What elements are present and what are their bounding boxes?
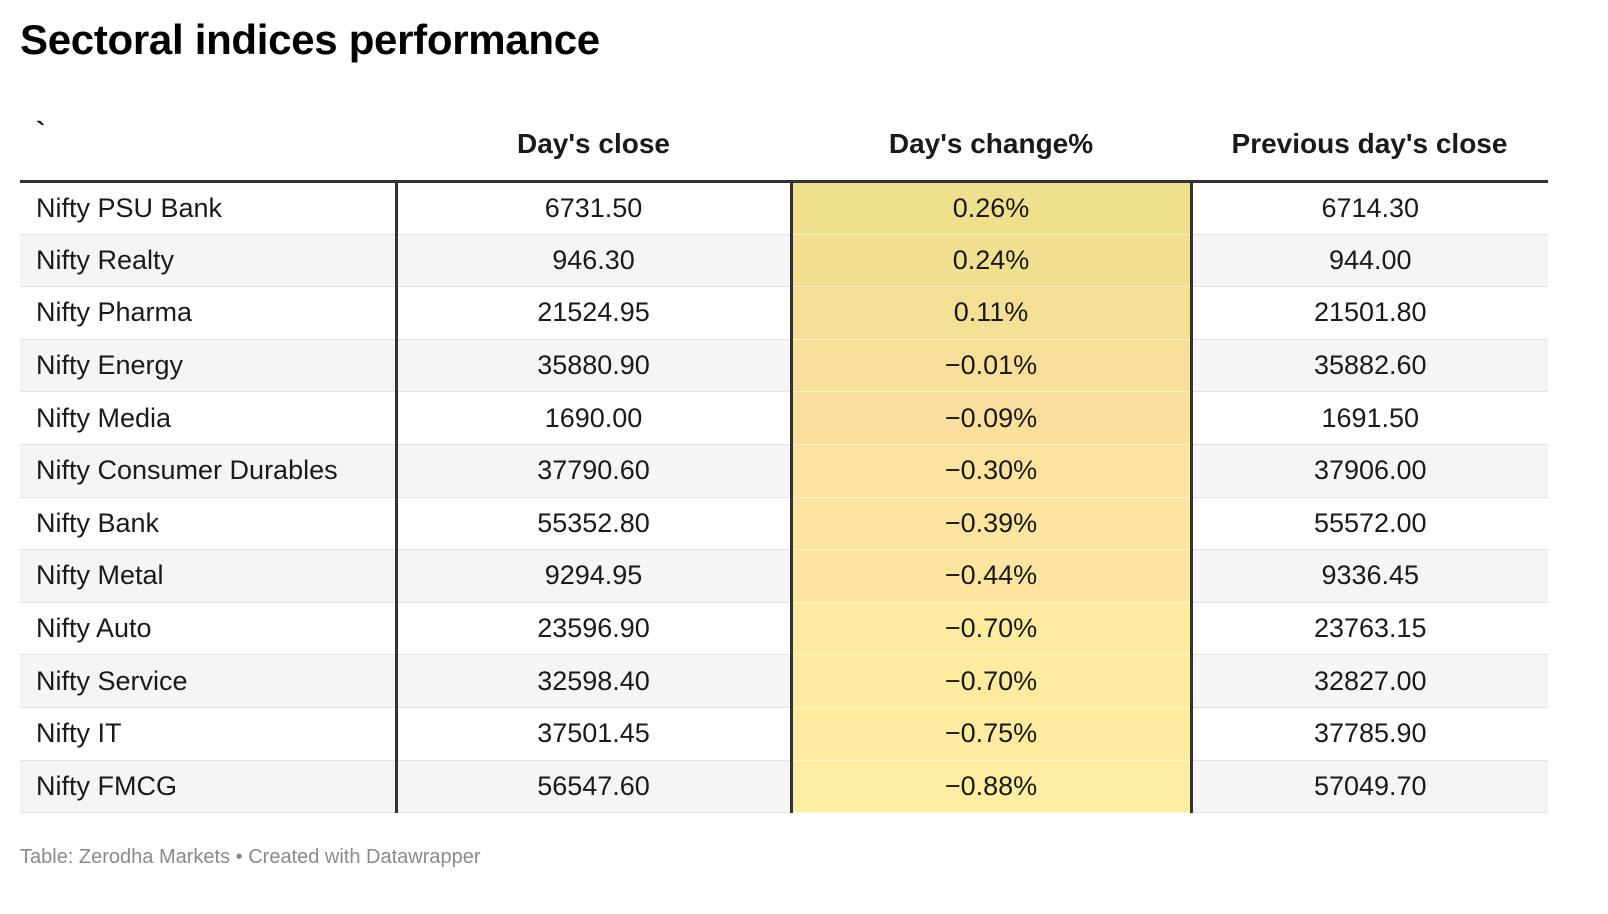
previous-close-cell: 55572.00 [1191,497,1548,551]
previous-close-cell: 21501.80 [1191,286,1548,340]
days-close-cell: 946.30 [396,234,793,288]
days-change-cell: −0.09% [791,391,1193,445]
days-change-cell: −0.75% [791,707,1193,761]
header-days-close: Day's close [396,108,791,183]
days-change-cell: −0.70% [791,602,1193,656]
table-row: Nifty Realty 946.30 0.24% 944.00 [20,234,1548,288]
previous-close-cell: 9336.45 [1191,549,1548,603]
table-row: Nifty Bank 55352.80 −0.39% 55572.00 [20,497,1548,551]
source-credit: Table: Zerodha Markets • Created with Da… [20,846,481,868]
previous-close-cell: 35882.60 [1191,339,1548,393]
table-row: Nifty Pharma 21524.95 0.11% 21501.80 [20,286,1548,340]
days-close-cell: 21524.95 [396,286,793,340]
header-days-change: Day's change% [791,108,1191,183]
days-change-cell: 0.11% [791,286,1193,340]
table-body: Nifty PSU Bank 6731.50 0.26% 6714.30 Nifty R… [20,181,1548,814]
days-change-cell: 0.26% [791,181,1193,235]
days-change-cell: −0.30% [791,444,1193,498]
index-name-cell: Nifty Consumer Durables [20,444,398,498]
days-close-cell: 23596.90 [396,602,793,656]
table-row: Nifty IT 37501.45 −0.75% 37785.90 [20,707,1548,761]
index-name-cell: Nifty Service [20,654,398,708]
index-name-cell: Nifty FMCG [20,760,398,814]
days-change-cell: −0.88% [791,760,1193,814]
table-row: Nifty Energy 35880.90 −0.01% 35882.60 [20,339,1548,393]
days-change-cell: 0.24% [791,234,1193,288]
days-close-cell: 1690.00 [396,391,793,445]
days-close-cell: 9294.95 [396,549,793,603]
days-close-cell: 6731.50 [396,181,793,235]
previous-close-cell: 944.00 [1191,234,1548,288]
days-close-cell: 55352.80 [396,497,793,551]
days-change-cell: −0.44% [791,549,1193,603]
index-name-cell: Nifty Media [20,391,398,445]
header-index-name: ` [20,108,396,183]
previous-close-cell: 37785.90 [1191,707,1548,761]
index-name-cell: Nifty IT [20,707,398,761]
previous-close-cell: 23763.15 [1191,602,1548,656]
previous-close-cell: 1691.50 [1191,391,1548,445]
previous-close-cell: 6714.30 [1191,181,1548,235]
index-name-cell: Nifty Auto [20,602,398,656]
index-name-cell: Nifty Pharma [20,286,398,340]
previous-close-cell: 37906.00 [1191,444,1548,498]
days-change-cell: −0.01% [791,339,1193,393]
sectoral-indices-table: ` Day's close Day's change% Previous day's … [20,108,1548,814]
chart-title: Sectoral indices performance [20,16,600,63]
days-change-cell: −0.70% [791,654,1193,708]
previous-close-cell: 32827.00 [1191,654,1548,708]
table-row: Nifty Auto 23596.90 −0.70% 23763.15 [20,602,1548,656]
table-row: Nifty Consumer Durables 37790.60 −0.30% 379… [20,444,1548,498]
index-name-cell: Nifty Bank [20,497,398,551]
table-row: Nifty PSU Bank 6731.50 0.26% 6714.30 [20,181,1548,235]
header-previous-close: Previous day's close [1191,108,1548,183]
table-row: Nifty Media 1690.00 −0.09% 1691.50 [20,391,1548,445]
days-close-cell: 37501.45 [396,707,793,761]
days-close-cell: 32598.40 [396,654,793,708]
index-name-cell: Nifty Energy [20,339,398,393]
table-row: Nifty FMCG 56547.60 −0.88% 57049.70 [20,760,1548,814]
table-row: Nifty Service 32598.40 −0.70% 32827.00 [20,654,1548,708]
days-close-cell: 35880.90 [396,339,793,393]
days-close-cell: 37790.60 [396,444,793,498]
table-row: Nifty Metal 9294.95 −0.44% 9336.45 [20,549,1548,603]
days-close-cell: 56547.60 [396,760,793,814]
index-name-cell: Nifty Realty [20,234,398,288]
days-change-cell: −0.39% [791,497,1193,551]
previous-close-cell: 57049.70 [1191,760,1548,814]
index-name-cell: Nifty PSU Bank [20,181,398,235]
table-header: ` Day's close Day's change% Previous day's … [20,108,1548,183]
index-name-cell: Nifty Metal [20,549,398,603]
header-row: ` Day's close Day's change% Previous day's … [20,108,1548,183]
